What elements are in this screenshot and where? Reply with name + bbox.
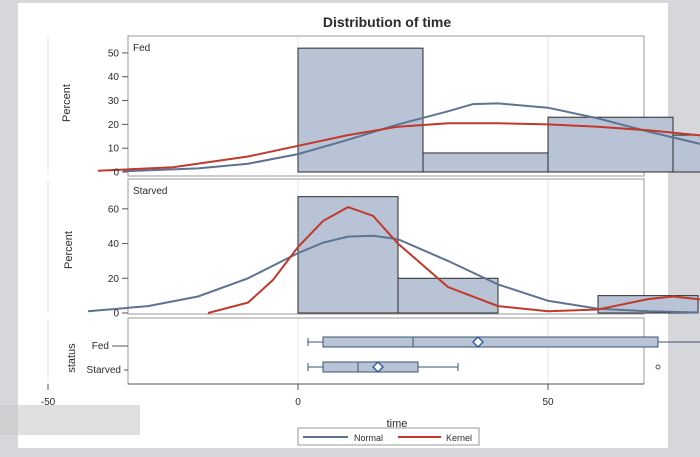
histogram-bar: [597, 295, 699, 314]
starved-histogram-bars: [297, 196, 699, 314]
legend-box: [297, 427, 480, 446]
starved-normal-curve: [87, 234, 699, 314]
fed-normal-curve: [122, 102, 700, 173]
box-mean-marker: [372, 361, 384, 373]
box-label-starved: Starved: [87, 365, 121, 376]
y-tick-label: 40: [108, 72, 120, 83]
y-tick-label: 60: [108, 204, 120, 215]
chart-title: Distribution of time: [323, 14, 452, 30]
panel-boxplot-frame: [127, 317, 645, 385]
legend-label-kernel: Kernel: [446, 433, 472, 443]
x-tick-label: 0: [295, 397, 301, 408]
fed-histogram-bars: [297, 47, 700, 173]
x-tick-label: 50: [542, 397, 554, 408]
fed-kernel-curve: [97, 122, 700, 172]
box-iqr: [322, 361, 419, 373]
fed-y-axis: 0 10 20 30 40 50: [108, 48, 128, 179]
box-outlier: [655, 364, 661, 370]
y-tick-label: 20: [108, 120, 120, 131]
y-tick-label: 40: [108, 239, 120, 250]
box-mean-marker: [472, 336, 484, 348]
fed-y-axis-label: Percent: [61, 84, 73, 122]
box-label-fed: Fed: [92, 341, 109, 352]
panel-label-fed: Fed: [133, 43, 150, 54]
y-tick-label: 20: [108, 274, 120, 285]
x-axis: -50050100150: [41, 383, 644, 408]
x-tick-label: -50: [41, 397, 56, 408]
histogram-bar: [297, 47, 424, 173]
y-tick-label: 0: [113, 309, 119, 320]
y-tick-label: 50: [108, 48, 120, 59]
legend-label-normal: Normal: [354, 433, 383, 443]
boxplot-group: [307, 336, 700, 373]
x-axis-label: time: [387, 418, 408, 430]
panel-label-starved: Starved: [133, 186, 167, 197]
box-iqr: [322, 336, 659, 348]
y-tick-label: 30: [108, 96, 120, 107]
starved-y-axis-label: Percent: [63, 231, 75, 269]
boxplot-y-axis-label: status: [66, 343, 78, 373]
y-tick-label: 0: [113, 168, 119, 179]
histogram-bar: [397, 277, 499, 314]
screen-glare: [0, 405, 140, 435]
starved-y-axis: 0 20 40 60: [108, 204, 128, 320]
starved-kernel-curve: [207, 206, 700, 314]
histogram-bar: [297, 196, 399, 314]
y-tick-label: 10: [108, 144, 120, 155]
histogram-bar: [422, 152, 549, 173]
